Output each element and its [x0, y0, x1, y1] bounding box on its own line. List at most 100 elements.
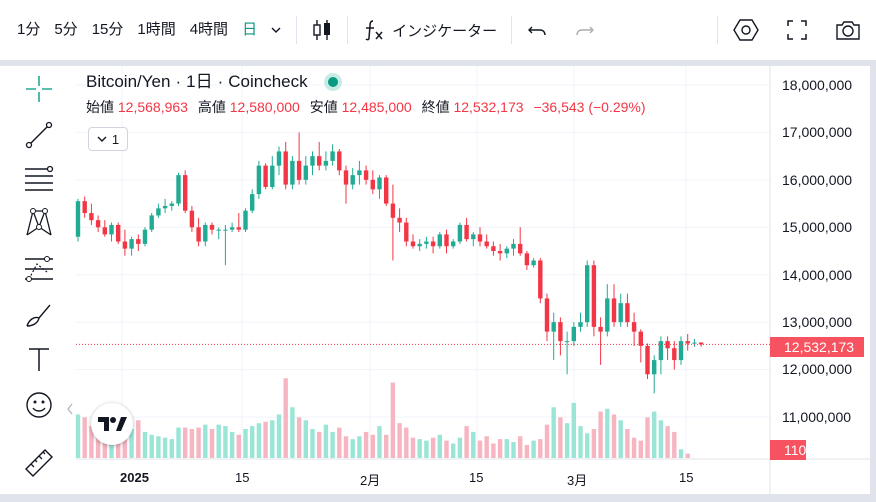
- projection-tool[interactable]: [20, 250, 58, 288]
- crosshair-tool[interactable]: [20, 70, 58, 108]
- volume-bar: [75, 414, 81, 458]
- candle-body: [142, 229, 148, 244]
- legend-collapse-button[interactable]: 1: [88, 127, 128, 151]
- volume-bar: [652, 411, 657, 458]
- price-axis-label: 13,000,000: [782, 314, 853, 330]
- timeframe-15m[interactable]: 15分: [91, 21, 124, 38]
- candle-body: [424, 241, 429, 244]
- volume-bar: [524, 444, 530, 458]
- screenshot-button[interactable]: [828, 14, 868, 46]
- candle-body: [658, 341, 664, 361]
- candle-body: [404, 222, 409, 242]
- candle-body: [75, 201, 81, 237]
- volume-bar: [183, 427, 188, 458]
- timeframe-1d[interactable]: 日: [242, 21, 258, 38]
- time-axis-label: 15: [235, 470, 250, 485]
- candle-body: [89, 213, 94, 221]
- volume-bar: [457, 437, 463, 458]
- fullscreen-button[interactable]: [780, 14, 814, 46]
- volume-bar: [551, 407, 556, 458]
- ruler-tool[interactable]: [20, 444, 58, 482]
- price-axis-label: 15,000,000: [782, 219, 853, 235]
- price-axis-label: 17,000,000: [782, 124, 853, 140]
- trendline-tool[interactable]: [20, 116, 58, 154]
- candle-body: [209, 224, 215, 230]
- collapse-sidebar-icon[interactable]: [66, 403, 74, 415]
- volume-bar: [484, 436, 489, 458]
- volume-bar: [444, 440, 449, 458]
- change-value: −36,543 (−0.29%): [533, 99, 646, 115]
- symbol-name[interactable]: Bitcoin/Yen: [86, 72, 171, 91]
- volume-bar: [631, 437, 637, 458]
- timeframe-dropdown[interactable]: [264, 14, 288, 46]
- volume-bar: [437, 434, 442, 458]
- chart-type-button[interactable]: [305, 14, 339, 46]
- timeframe-5m[interactable]: 5分: [54, 21, 78, 38]
- candle-body: [303, 165, 308, 180]
- redo-icon: [576, 26, 595, 36]
- volume-bar: [216, 424, 221, 458]
- candle-body: [95, 220, 101, 228]
- candle-body: [216, 229, 221, 231]
- volume-bar: [357, 436, 362, 458]
- fib-icon: [25, 165, 54, 191]
- candle-body: [585, 265, 590, 323]
- volume-bar: [136, 420, 141, 458]
- timeframe-1h[interactable]: 1時間: [137, 21, 176, 38]
- volume-bar: [417, 439, 422, 458]
- volume-bar: [296, 417, 302, 458]
- volume-bar: [263, 421, 268, 458]
- volume-bar: [497, 439, 503, 458]
- time-axis-label: 2月: [360, 473, 381, 488]
- market-status-dot: [327, 77, 338, 87]
- price-axis-label: 18,000,000: [782, 77, 853, 93]
- toolbar-divider: [347, 16, 349, 44]
- emoji-tool[interactable]: [20, 386, 58, 424]
- open-label: 始値: [86, 99, 114, 115]
- candle-body: [250, 194, 255, 211]
- toolbar-divider: [717, 16, 718, 44]
- candle-body: [477, 234, 483, 242]
- tradingview-logo[interactable]: [91, 403, 133, 445]
- brush-tool[interactable]: [20, 296, 58, 334]
- drawing-tools-sidebar: [0, 66, 76, 494]
- volume-bar: [350, 439, 355, 458]
- candle-body: [504, 248, 509, 254]
- timeframe-4h[interactable]: 4時間: [189, 21, 229, 38]
- candle-body: [377, 177, 382, 190]
- volume-bar: [384, 434, 389, 458]
- candle-body: [457, 224, 463, 242]
- volume-bar: [323, 424, 329, 458]
- text-tool[interactable]: [20, 340, 58, 378]
- volume-bar: [270, 420, 275, 458]
- tv-logo-icon: [98, 417, 127, 431]
- indicators-button[interactable]: インジケーター: [356, 14, 503, 46]
- candles-icon: [313, 20, 331, 40]
- volume-bar: [625, 429, 630, 458]
- volume-bar: [283, 378, 288, 458]
- volume-bar: [229, 431, 235, 458]
- candle-body: [270, 165, 275, 187]
- candle-body: [156, 208, 161, 216]
- chart-pane[interactable]: [76, 66, 870, 494]
- volume-bar: [678, 449, 684, 458]
- legend-title[interactable]: Bitcoin/Yen · 1日 · Coincheck: [86, 70, 652, 94]
- candle-body: [243, 210, 248, 230]
- volume-bar: [544, 424, 550, 458]
- candle-body: [571, 326, 576, 342]
- settings-button[interactable]: [726, 14, 766, 46]
- candle-body: [256, 165, 262, 195]
- candle-body: [283, 151, 288, 185]
- undo-button[interactable]: [520, 14, 554, 46]
- candle-body: [370, 179, 375, 190]
- fibonacci-tool[interactable]: [20, 160, 58, 198]
- timeframe-1m[interactable]: 1分: [17, 21, 41, 38]
- camera-icon: [836, 21, 860, 40]
- redo-button[interactable]: [568, 14, 602, 46]
- volume-bar: [477, 440, 483, 458]
- pattern-tool[interactable]: [20, 204, 58, 242]
- volume-bar: [598, 411, 603, 458]
- volume-bar: [276, 414, 282, 458]
- volume-bar: [129, 429, 134, 458]
